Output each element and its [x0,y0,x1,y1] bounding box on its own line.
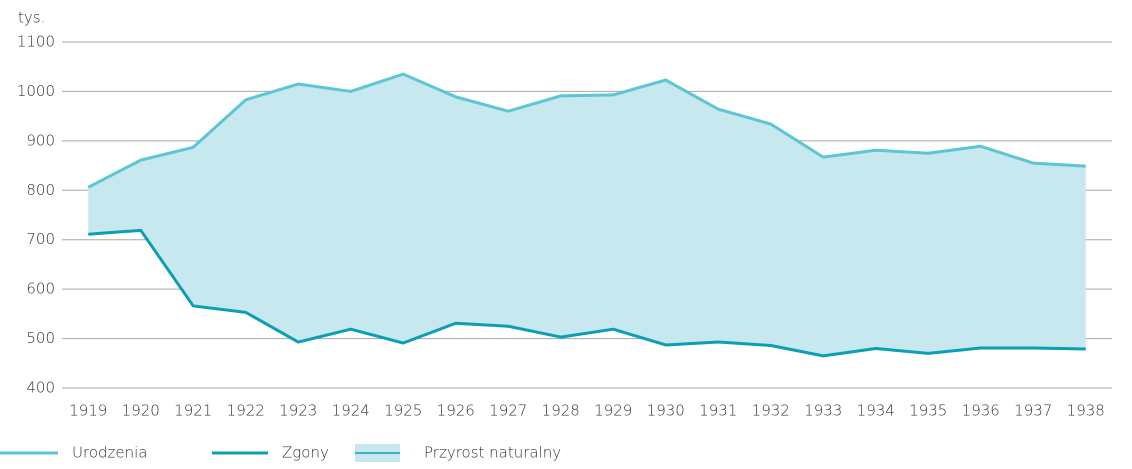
area-band [88,74,1086,356]
legend-label: Przyrost naturalny [424,444,561,462]
y-tick-label: 800 [26,181,55,199]
y-unit: tys. [18,9,45,27]
x-tick-label: 1928 [542,402,580,420]
x-tick-label: 1931 [699,402,737,420]
x-tick-label: 1930 [647,402,685,420]
x-tick-label: 1937 [1014,402,1052,420]
x-tick-label: 1921 [174,402,212,420]
x-tick-label: 1934 [857,402,895,420]
line-series [87,72,1086,189]
y-tick-label: 500 [26,329,55,347]
x-tick-label: 1927 [489,402,527,420]
x-tick-label: 1933 [804,402,842,420]
y-tick-label: 700 [26,230,55,248]
x-tick-label: 1936 [962,402,1000,420]
x-tick-label: 1938 [1067,402,1105,420]
x-tick-label: 1920 [122,402,160,420]
x-tick-label: 1924 [332,402,370,420]
x-tick-label: 1926 [437,402,475,420]
y-tick-label: 1000 [17,82,55,100]
y-tick-label: 1100 [17,33,55,51]
x-tick-label: 1919 [69,402,107,420]
x-tick-label: 1935 [909,402,947,420]
y-tick-label: 400 [26,379,55,397]
y-tick-label: 900 [26,131,55,149]
x-tick-label: 1925 [384,402,422,420]
y-tick-label: 600 [26,280,55,298]
legend-label: Urodzenia [72,444,147,462]
x-tick-label: 1922 [227,402,265,420]
legend-label: Zgony [282,444,329,462]
line-series [88,228,1086,358]
x-tick-label: 1929 [594,402,632,420]
x-tick-label: 1923 [279,402,317,420]
x-tick-label: 1932 [752,402,790,420]
